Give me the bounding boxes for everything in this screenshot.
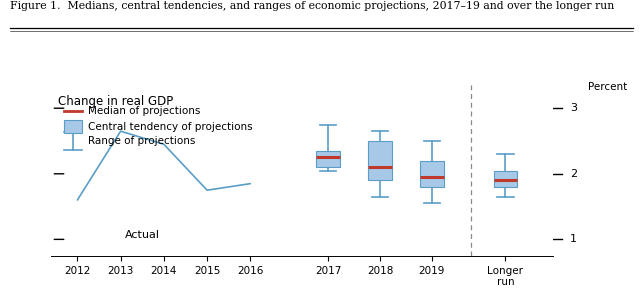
Text: Actual: Actual [125,230,159,240]
Text: Change in real GDP: Change in real GDP [58,95,173,108]
Text: Percent: Percent [588,82,627,92]
Text: Figure 1.  Medians, central tendencies, and ranges of economic projections, 2017: Figure 1. Medians, central tendencies, a… [10,1,614,11]
Bar [420,161,444,187]
Text: Central tendency of projections: Central tendency of projections [88,122,253,132]
Bar [64,120,82,133]
Text: Range of projections: Range of projections [88,136,195,146]
Bar [494,171,518,187]
Text: 3: 3 [570,103,577,113]
Bar [368,141,392,180]
Text: 2: 2 [570,169,577,179]
Text: 1: 1 [570,234,577,244]
Text: Median of projections: Median of projections [88,106,201,116]
Bar [316,151,340,167]
